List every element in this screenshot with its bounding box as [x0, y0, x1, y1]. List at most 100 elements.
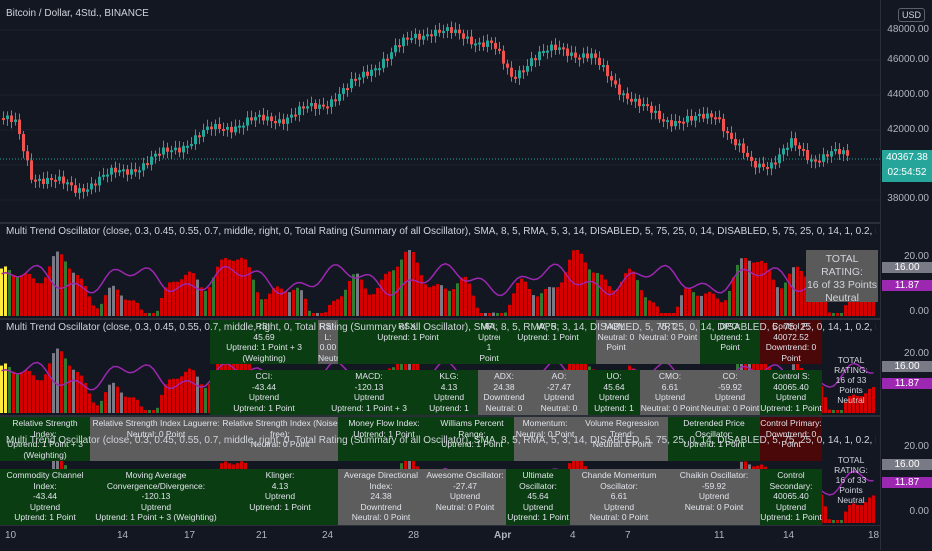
cell-line: 24.38: [370, 491, 392, 501]
candle-body: [82, 188, 85, 192]
candle-body: [410, 38, 413, 41]
pane-separator[interactable]: [0, 222, 932, 224]
histogram-bar: [848, 505, 851, 523]
histogram-bar: [248, 267, 251, 316]
cell-line: Neutral: 0 Point: [318, 352, 338, 365]
cell-line: -27.47: [452, 480, 478, 491]
histogram-bar: [292, 289, 295, 316]
pane-separator[interactable]: [0, 415, 932, 417]
candle-body: [542, 50, 545, 53]
symbol-title[interactable]: Bitcoin / Dollar, 4Std., BINANCE: [6, 8, 149, 19]
cell-line: Neutral: 0 Point: [597, 331, 635, 353]
candle-body: [190, 144, 193, 147]
candle-body: [402, 37, 405, 47]
histogram-bar: [336, 299, 339, 316]
indicator-pane-1[interactable]: Multi Trend Oscillator (close, 0.3, 0.45…: [0, 224, 880, 318]
indicator-pane-3[interactable]: Relative Strength Index: Uptrend: 1 Point…: [0, 417, 880, 525]
histogram-bar: [404, 251, 407, 316]
histogram-bar: [644, 297, 647, 316]
candle-body: [138, 170, 141, 173]
histogram-bar: [212, 277, 215, 316]
candle-body: [554, 44, 557, 50]
histogram-bar: [716, 298, 719, 316]
histogram-bar: [52, 353, 55, 413]
indicator-title[interactable]: Multi Trend Oscillator (close, 0.3, 0.45…: [6, 322, 876, 333]
cell-line: Neutral: 0 Point: [592, 439, 652, 449]
candle-body: [218, 123, 221, 129]
cell-line: Neutral: 0 Point: [640, 402, 700, 413]
candlestick-chart[interactable]: [0, 0, 880, 222]
countdown: 02:54:52: [887, 167, 927, 178]
cell-line: Uptrend: 1 Point + 3 (Weighting): [226, 342, 302, 363]
histogram-bar: [344, 289, 347, 316]
value-tag-b: 11.87: [882, 477, 932, 488]
histogram-bar: [196, 279, 199, 316]
histogram-bar: [140, 309, 143, 316]
histogram-bar: [464, 276, 467, 316]
histogram-bar: [660, 313, 663, 316]
candle-body: [78, 188, 81, 193]
time-axis[interactable]: [0, 525, 880, 551]
histogram-bar: [312, 313, 315, 316]
histogram-bar: [836, 410, 839, 413]
histogram-bar: [324, 312, 327, 316]
pane-separator[interactable]: [0, 318, 932, 320]
histogram-bar: [420, 275, 423, 316]
candle-body: [518, 70, 521, 79]
indicator-tick: 20.00: [903, 251, 929, 262]
indicator-pane-2[interactable]: RSI: 45.69 Uptrend: 1 Point + 3 (Weighting…: [0, 320, 880, 415]
table-cell: Commodity Channel Index: -43.44 Uptrend Upt…: [0, 469, 90, 525]
histogram-bar: [84, 383, 87, 413]
candle-body: [786, 147, 789, 150]
histogram-bar: [4, 363, 7, 413]
cell-line: RSX:: [398, 321, 418, 331]
cell-line: CCI:: [255, 371, 273, 381]
histogram-bar: [824, 506, 827, 523]
rating-title: TOTAL RATING:: [834, 355, 868, 375]
histogram-bar: [100, 400, 103, 413]
histogram-bar: [20, 372, 23, 413]
histogram-bar: [640, 290, 643, 316]
time-label: 14: [117, 530, 129, 541]
candle-body: [738, 143, 741, 146]
cell-line: -59.92: [701, 480, 727, 491]
indicator-title[interactable]: Multi Trend Oscillator (close, 0.3, 0.45…: [6, 226, 876, 237]
cell-line: -43.44: [251, 381, 277, 392]
histogram-bar: [208, 287, 211, 316]
histogram-bar: [192, 273, 195, 316]
histogram-bar: [328, 304, 331, 316]
currency-button[interactable]: USD: [898, 8, 926, 22]
candle-body: [50, 177, 53, 180]
candle-body: [206, 126, 209, 130]
histogram-bar: [308, 310, 311, 316]
cell-line: Uptrend: 1 Point: [353, 428, 415, 439]
candle-body: [670, 120, 673, 127]
time-label: 18: [868, 530, 880, 541]
cell-line: Uptrend: [248, 392, 280, 402]
cell-line: 45.64: [603, 381, 625, 392]
price-axis[interactable]: USD 48000.00 46000.00 44000.00 42000.00 …: [880, 0, 932, 550]
cell-line: Uptrend: [543, 392, 575, 402]
indicator-title[interactable]: Multi Trend Oscillator (close, 0.3, 0.45…: [6, 435, 876, 446]
histogram-bar: [840, 410, 843, 413]
candle-body: [342, 88, 345, 94]
candle-body: [22, 134, 25, 152]
table-cell: Detrended Price Oscillator: Uptrend: 1 Po…: [668, 417, 760, 461]
histogram-bar: [432, 285, 435, 316]
candle-body: [262, 114, 265, 121]
price-pane[interactable]: Bitcoin / Dollar, 4Std., BINANCE: [0, 0, 880, 222]
cell-line: Chaikin Oscillator:: [679, 470, 749, 480]
histogram-bar: [836, 313, 839, 316]
cell-line: Uptrend: [140, 501, 172, 512]
cell-line: CMO:: [658, 371, 682, 381]
histogram-bar: [72, 272, 75, 316]
indicator-tick: 0.00: [909, 306, 929, 317]
candle-body: [346, 88, 349, 91]
candle-body: [618, 84, 621, 95]
cell-line: Money Flow Index:: [348, 418, 420, 428]
time-label: 24: [322, 530, 334, 541]
histogram-bar: [536, 296, 539, 316]
histogram-bar: [720, 302, 723, 316]
cell-line: Neutral: 0 Point: [351, 512, 411, 522]
histogram-bar: [96, 308, 99, 316]
